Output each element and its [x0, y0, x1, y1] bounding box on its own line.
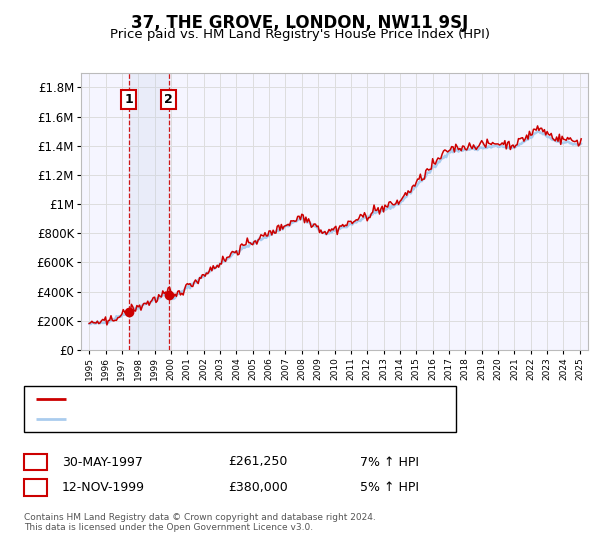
Text: 37, THE GROVE, LONDON, NW11 9SJ: 37, THE GROVE, LONDON, NW11 9SJ — [131, 14, 469, 32]
Text: Price paid vs. HM Land Registry's House Price Index (HPI): Price paid vs. HM Land Registry's House … — [110, 28, 490, 41]
Text: 30-MAY-1997: 30-MAY-1997 — [62, 455, 143, 469]
Bar — [129, 73, 169, 350]
Text: 1: 1 — [124, 92, 133, 106]
Text: £380,000: £380,000 — [228, 480, 288, 494]
Text: £261,250: £261,250 — [228, 455, 287, 469]
Text: Contains HM Land Registry data © Crown copyright and database right 2024.: Contains HM Land Registry data © Crown c… — [24, 513, 376, 522]
Text: 7% ↑ HPI: 7% ↑ HPI — [360, 455, 419, 469]
Text: 2: 2 — [31, 480, 40, 494]
Text: HPI: Average price, detached house, Barnet: HPI: Average price, detached house, Barn… — [73, 413, 331, 426]
Text: 37, THE GROVE, LONDON, NW11 9SJ (detached house): 37, THE GROVE, LONDON, NW11 9SJ (detache… — [73, 393, 395, 406]
Text: 1: 1 — [31, 455, 40, 469]
Text: 2: 2 — [164, 92, 173, 106]
Text: This data is licensed under the Open Government Licence v3.0.: This data is licensed under the Open Gov… — [24, 523, 313, 532]
Text: 12-NOV-1999: 12-NOV-1999 — [62, 480, 145, 494]
Text: 5% ↑ HPI: 5% ↑ HPI — [360, 480, 419, 494]
